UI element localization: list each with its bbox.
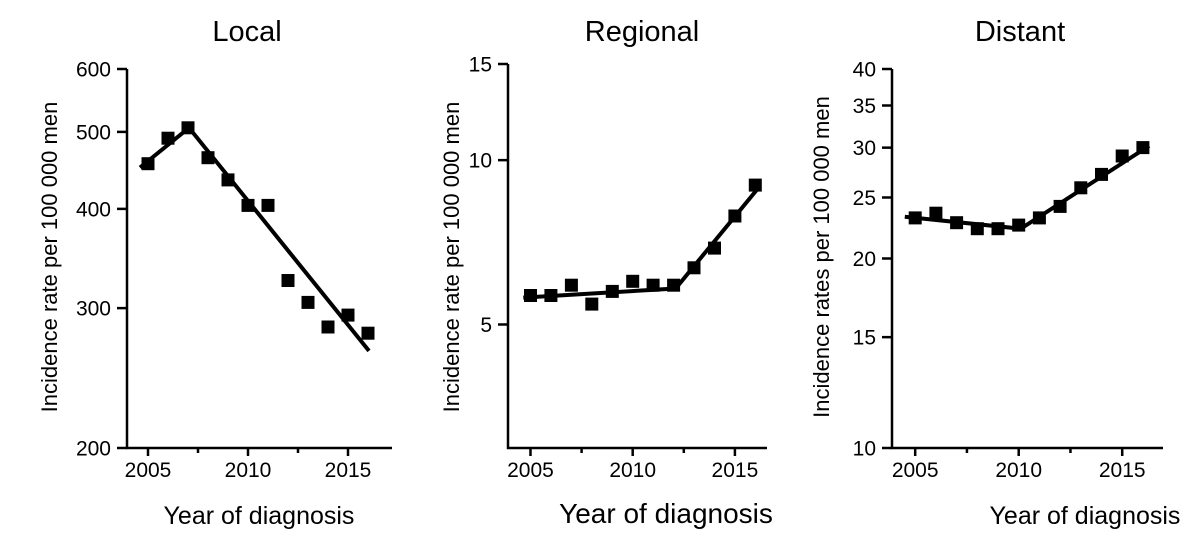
- axis-local: [125, 69, 392, 450]
- data-point: [626, 274, 640, 288]
- y-tick-label: 5: [480, 314, 492, 337]
- y-tick-label: 10: [469, 150, 492, 173]
- y-tick-label: 10: [853, 438, 876, 461]
- data-point: [970, 222, 984, 236]
- y-tick-label: 20: [853, 248, 876, 271]
- y-tick-label: 500: [76, 121, 111, 144]
- data-point: [301, 295, 315, 309]
- data-point: [1053, 199, 1067, 213]
- y-axis-label-distant: Incidence rates per 100 000 men: [809, 96, 834, 418]
- data-point: [687, 261, 701, 275]
- y-tick-label: 600: [76, 59, 111, 82]
- data-point: [341, 308, 355, 322]
- x-axis-label-distant: Year of diagnosis: [989, 502, 1181, 530]
- data-point: [748, 178, 762, 192]
- data-point: [524, 289, 537, 302]
- data-point: [201, 151, 215, 165]
- data-point: [361, 326, 375, 340]
- data-point: [1074, 181, 1088, 195]
- data-point: [950, 216, 964, 230]
- y-tick-label: 15: [469, 54, 492, 77]
- panel-distant: 10 15 20 25 30 35 40 2005 2010 2015: [853, 59, 1163, 482]
- panel-title-local: Local: [212, 16, 282, 48]
- x-tick-label: 2005: [507, 459, 554, 482]
- x-tick-label: 2010: [995, 459, 1042, 482]
- data-point: [605, 284, 619, 298]
- axis-distant: [890, 69, 1163, 450]
- data-point: [564, 278, 578, 292]
- panel-regional: 5 10 15 2005 2010 2015: [469, 54, 767, 482]
- y-tick-label: 40: [853, 59, 876, 82]
- data-point: [1115, 149, 1129, 163]
- panel-title-regional: Regional: [584, 16, 700, 48]
- data-point: [261, 198, 275, 212]
- x-tick-label: 2010: [609, 459, 656, 482]
- data-point: [667, 278, 681, 292]
- data-point: [141, 157, 155, 171]
- axis-regional: [506, 64, 767, 450]
- y-axis-label-regional: Incidence rate per 100 000 men: [439, 101, 464, 413]
- x-tick-label: 2010: [225, 459, 272, 482]
- data-point: [728, 209, 742, 223]
- y-axis-label-local: Incidence rate per 100 000 men: [37, 101, 62, 413]
- trend-line: [138, 124, 371, 353]
- x-axis-label-regional: Year of diagnosis: [559, 498, 773, 529]
- data-point: [1095, 167, 1108, 181]
- y-tick-label: 400: [76, 198, 111, 221]
- data-point: [1012, 218, 1026, 232]
- data-point: [544, 289, 558, 302]
- trend-line: [523, 187, 759, 300]
- data-point: [321, 320, 335, 334]
- panel-title-distant: Distant: [974, 16, 1066, 48]
- x-tick-label: 2015: [1099, 459, 1146, 482]
- data-point: [929, 206, 943, 220]
- x-axis-label-local: Year of diagnosis: [163, 502, 355, 530]
- x-tick-label: 2005: [125, 459, 172, 482]
- x-tick-label: 2015: [325, 459, 372, 482]
- data-point: [161, 131, 175, 145]
- data-point: [646, 278, 660, 292]
- data-point: [221, 173, 235, 187]
- y-tick-label: 15: [853, 327, 876, 350]
- data-point: [991, 222, 1005, 236]
- y-tick-label: 200: [76, 438, 111, 461]
- y-tick-label: 25: [853, 187, 876, 210]
- data-point: [1136, 141, 1150, 155]
- data-point: [281, 274, 295, 287]
- data-point: [585, 297, 599, 311]
- panel-local: 200 300 400 500 600 2005 2010 2015: [76, 59, 392, 482]
- x-tick-label: 2005: [892, 459, 939, 482]
- data-point: [908, 211, 922, 225]
- x-tick-label: 2015: [712, 459, 759, 482]
- data-point: [241, 198, 255, 212]
- y-tick-label: 30: [853, 137, 876, 160]
- y-tick-label: 35: [853, 95, 876, 118]
- data-point: [181, 121, 195, 135]
- data-point: [708, 241, 721, 255]
- data-point: [1032, 211, 1046, 225]
- y-tick-label: 300: [76, 298, 111, 321]
